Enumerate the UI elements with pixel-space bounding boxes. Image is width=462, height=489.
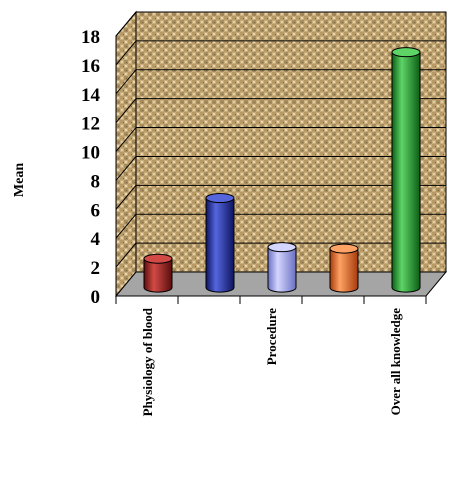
side-gridline-8 (115, 156, 137, 181)
y-tick-label-4: 4 (91, 229, 101, 250)
side-wall (115, 10, 137, 298)
bar-body (329, 248, 359, 293)
y-tick-label-18: 18 (81, 27, 100, 48)
bar-top (205, 193, 235, 204)
side-gridline-6 (115, 185, 137, 210)
side-gridline-10 (115, 127, 137, 152)
side-gridline-12 (115, 98, 137, 123)
bar-5 (391, 47, 421, 293)
bar-top (329, 243, 359, 254)
category-label-1: Physiology of blood (140, 307, 155, 416)
bar-body (267, 246, 297, 293)
bar-top (143, 253, 173, 264)
y-tick-label-6: 6 (91, 200, 101, 221)
category-labels: Physiology of blood Procedure Over all kno… (140, 307, 403, 416)
side-gridline-4 (115, 213, 137, 239)
y-tick-label-12: 12 (81, 114, 100, 135)
bar-1 (143, 253, 173, 293)
y-tick-labels: 0 2 4 6 8 10 12 14 16 18 (81, 27, 101, 308)
category-label-3: Procedure (264, 308, 279, 366)
bar-body (205, 197, 235, 293)
y-tick-label-8: 8 (91, 171, 101, 192)
side-gridline-18 (115, 11, 137, 37)
category-axis (115, 295, 427, 304)
side-gridline-2 (115, 242, 137, 268)
bar-top (391, 47, 421, 58)
bar-3 (267, 242, 297, 293)
bar-2 (205, 193, 235, 293)
y-tick-label-14: 14 (81, 85, 101, 106)
y-tick-label-2: 2 (91, 258, 101, 279)
side-gridline-14 (115, 69, 137, 95)
bar-body (391, 51, 421, 293)
y-tick-label-16: 16 (81, 56, 100, 77)
side-gridline-16 (115, 40, 137, 66)
y-axis-label: Mean (12, 163, 27, 197)
category-label-5: Over all knowledge (388, 308, 403, 416)
bar-body (143, 258, 173, 293)
bar-4 (329, 243, 359, 293)
y-tick-label-0: 0 (91, 287, 101, 308)
bar-top (267, 242, 297, 253)
y-tick-label-10: 10 (81, 143, 100, 164)
bars (143, 47, 421, 293)
